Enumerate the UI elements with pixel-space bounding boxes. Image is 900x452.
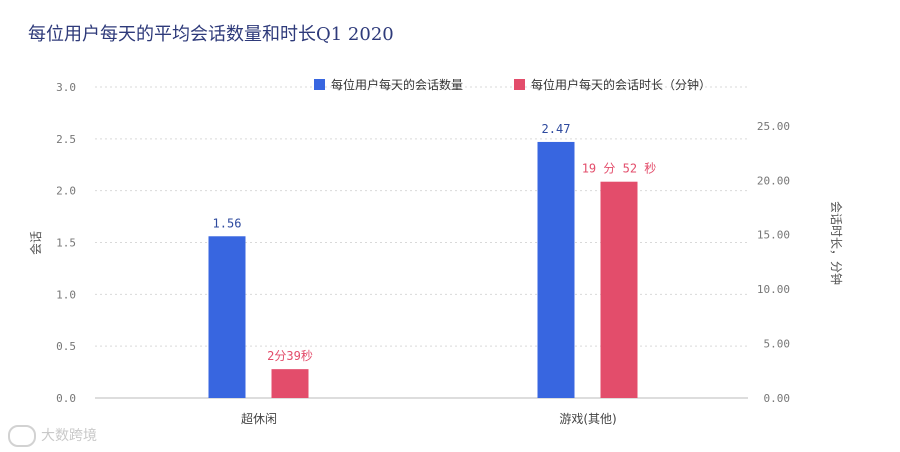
y-tick-right: 10.00 (757, 283, 790, 296)
y-tick-left: 1.5 (56, 237, 76, 250)
legend-label: 每位用户每天的会话数量 (331, 77, 463, 92)
y-tick-left: 1.0 (56, 288, 76, 301)
data-label: 1.56 (213, 216, 242, 230)
chart-title: 每位用户每天的平均会话数量和时长Q1 2020 (28, 24, 394, 45)
y-tick-left: 0.5 (56, 340, 76, 353)
bar (271, 369, 309, 398)
y-tick-left: 2.5 (56, 133, 76, 146)
legend-label: 每位用户每天的会话时长（分钟） (531, 77, 711, 92)
y-axis-title-right: 会话时长，分钟 (829, 201, 844, 285)
watermark-text: 大数跨境 (41, 428, 97, 444)
data-label: 2分39秒 (267, 349, 313, 363)
bar (537, 141, 575, 398)
x-tick-label: 超休闲 (241, 411, 277, 426)
y-tick-left: 3.0 (56, 81, 76, 94)
y-tick-right: 0.00 (764, 392, 791, 405)
legend-swatch (514, 79, 525, 90)
data-label: 2.47 (542, 122, 571, 136)
bar (208, 236, 246, 398)
y-axis-title-left: 会话 (29, 231, 43, 255)
y-tick-left: 2.0 (56, 185, 76, 198)
y-tick-left: 0.0 (56, 392, 76, 405)
y-tick-right: 5.00 (764, 338, 791, 351)
watermark-logo-icon (8, 425, 36, 447)
watermark: 大数跨境 (8, 425, 97, 447)
x-tick-label: 游戏(其他) (559, 412, 616, 426)
bar (600, 181, 638, 398)
legend-swatch (314, 79, 325, 90)
y-tick-right: 20.00 (757, 174, 790, 187)
data-label: 19 分 52 秒 (582, 162, 657, 176)
y-tick-right: 15.00 (757, 229, 790, 242)
y-tick-right: 25.00 (757, 120, 790, 133)
